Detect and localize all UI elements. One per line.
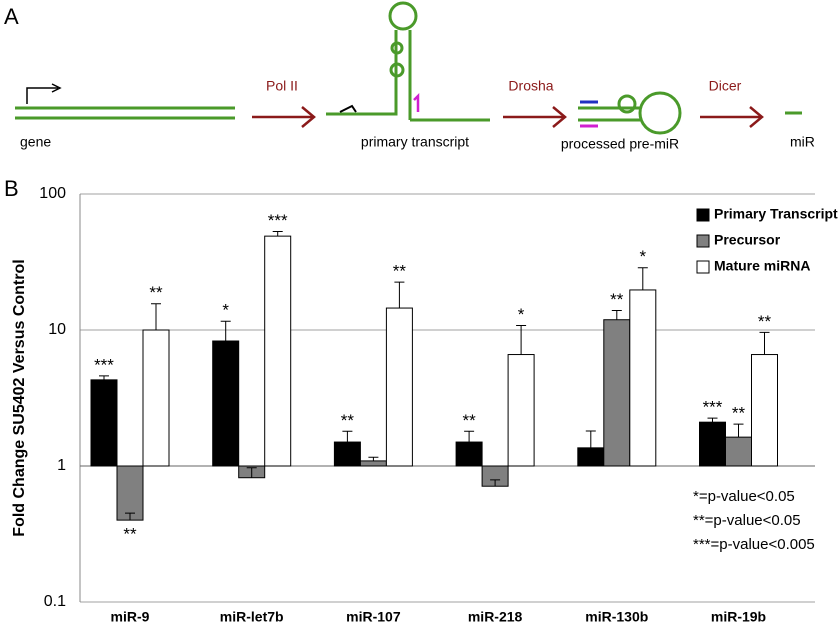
legend-label: Primary Transcript [714,206,838,222]
panel-a: A gene Pol II primary transcript Drosha … [4,1,815,152]
stem [394,30,412,60]
bar [264,235,292,467]
bulge [390,41,404,55]
significance: *** [268,211,288,230]
significance: *** [703,398,723,417]
transcript [326,60,490,122]
error-bar [516,324,527,355]
arrow-head [749,106,764,128]
legend-label: Precursor [714,232,781,248]
error-bar [125,512,135,521]
pre-mir [578,106,640,122]
bulge [617,94,637,114]
x-tick-label: miR-107 [346,609,401,625]
bar [212,340,240,467]
loop [638,91,682,135]
significance: ** [462,411,476,430]
significance: * [518,305,525,324]
y-axis-title: Fold Change SU5402 Versus Control [11,259,28,536]
error-bar [220,320,231,342]
bar [725,436,752,467]
error-bar [611,310,622,320]
significance: ** [610,290,624,309]
label: Drosha [508,78,553,94]
error-bar [490,479,501,487]
bar [333,441,361,467]
bar [577,447,605,467]
error-bar [368,456,379,461]
error-bar [246,467,257,478]
significance: *** [94,355,114,374]
bar [142,329,170,467]
bar [507,354,535,467]
error-bar [585,430,596,448]
error-bar [707,417,718,423]
x-tick-label: miR-let7b [220,609,284,625]
loop [388,1,418,31]
legend-swatch [696,260,710,274]
x-tick-label: miR-9 [111,609,150,625]
error-bar [342,430,353,443]
tss-arrow [26,87,58,104]
bar [116,465,144,521]
bar [455,441,483,467]
y-tick-label: 10 [48,321,66,338]
x-tick-label: miR-19b [711,609,766,625]
legend-swatch [696,234,710,248]
bar [699,421,726,467]
error-bar [272,230,283,237]
panel-label: A [4,4,19,29]
arrow-head [301,106,316,128]
x-tick-label: miR-218 [468,609,523,625]
significance: ** [732,404,746,423]
error-bar [394,281,405,309]
significance: ** [123,525,137,544]
arrow-head [552,106,567,128]
tss-arrow-head [51,83,62,93]
label: primary transcript [361,134,469,150]
bar [603,319,631,467]
error-bar [759,331,770,355]
bar [629,289,657,467]
bar [90,379,118,467]
significance: ** [149,283,163,302]
significance: ** [393,262,407,281]
primer [413,92,420,112]
significance: ** [341,411,355,430]
note: *=p-value<0.05 [693,488,795,505]
bar [751,354,778,467]
significance: * [222,301,229,320]
note: **=p-value<0.05 [693,512,801,529]
error-bar [464,430,475,443]
significance: * [639,247,646,266]
legend-swatch [696,208,710,222]
bar [385,307,413,467]
y-tick-label: 1 [57,457,66,474]
y-tick-label: 100 [39,185,66,202]
bulge [389,62,405,78]
primer [339,104,357,113]
legend-label: Mature miRNA [714,258,810,274]
label: processed pre-miR [561,136,679,152]
panel-label: B [4,176,19,201]
error-bar [151,303,161,330]
significance: ** [758,312,772,331]
note: ***=p-value<0.005 [693,536,815,553]
error-bar [99,375,109,380]
label: Pol II [266,78,298,94]
label: gene [20,134,51,150]
x-tick-label: miR-130b [585,609,648,625]
label: Dicer [709,78,742,94]
error-bar [733,423,744,438]
label: miR [790,134,815,150]
bar [359,460,387,467]
y-tick-label: 0.1 [44,593,66,610]
error-bar [637,267,648,290]
